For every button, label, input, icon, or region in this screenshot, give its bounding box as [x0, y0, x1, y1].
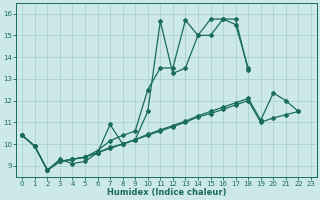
X-axis label: Humidex (Indice chaleur): Humidex (Indice chaleur)	[107, 188, 226, 197]
